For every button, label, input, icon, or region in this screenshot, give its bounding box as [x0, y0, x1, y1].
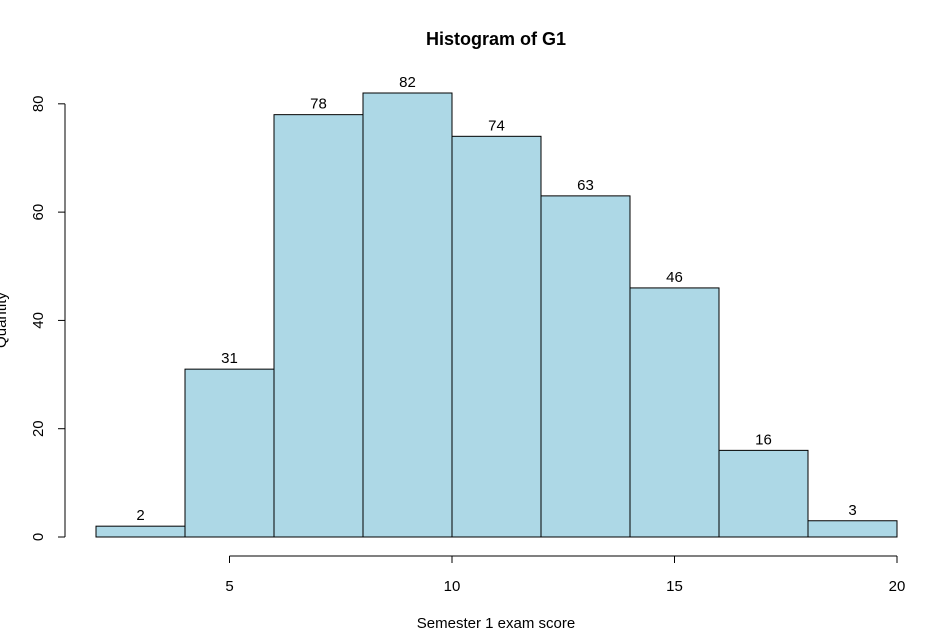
- x-axis: 5 10 15 20: [225, 555, 906, 595]
- y-tick-label: 60: [30, 204, 47, 221]
- bar-value-label: 63: [577, 177, 594, 194]
- bar-value-label: 2: [136, 507, 144, 524]
- histogram-bar: [184, 368, 275, 538]
- bars-group: [95, 92, 898, 538]
- x-axis-label: Semester 1 exam score: [417, 615, 575, 632]
- bar-value-label: 82: [399, 74, 416, 91]
- bar-value-label: 31: [221, 350, 238, 367]
- x-tick-label: 20: [889, 578, 906, 595]
- bar-value-label: 16: [755, 431, 772, 448]
- y-tick-label: 40: [30, 312, 47, 329]
- bar-value-label: 46: [666, 269, 683, 286]
- y-tick-label: 0: [30, 533, 47, 541]
- bar-labels-group: 2 31 78 82 74 63 46 16 3: [136, 74, 856, 524]
- bar-value-label: 74: [488, 117, 505, 134]
- histogram-bar: [540, 195, 631, 538]
- y-axis-label: Quantity: [0, 292, 10, 348]
- x-tick-label: 5: [225, 578, 233, 595]
- histogram-bar: [718, 449, 809, 538]
- histogram-bar: [95, 525, 186, 538]
- x-tick-label: 10: [444, 578, 461, 595]
- y-tick-label: 80: [30, 95, 47, 112]
- bar-value-label: 78: [310, 96, 327, 113]
- histogram-bar: [451, 135, 542, 538]
- y-axis: 0 20 40 60 80: [30, 95, 66, 541]
- y-tick-label: 20: [30, 420, 47, 437]
- histogram-bar: [629, 287, 720, 538]
- histogram-bar: [273, 114, 364, 538]
- bar-value-label: 3: [848, 502, 856, 519]
- histogram-bar: [807, 520, 898, 538]
- chart-title: Histogram of G1: [426, 29, 566, 49]
- x-tick-label: 15: [666, 578, 683, 595]
- histogram-bar: [362, 92, 453, 538]
